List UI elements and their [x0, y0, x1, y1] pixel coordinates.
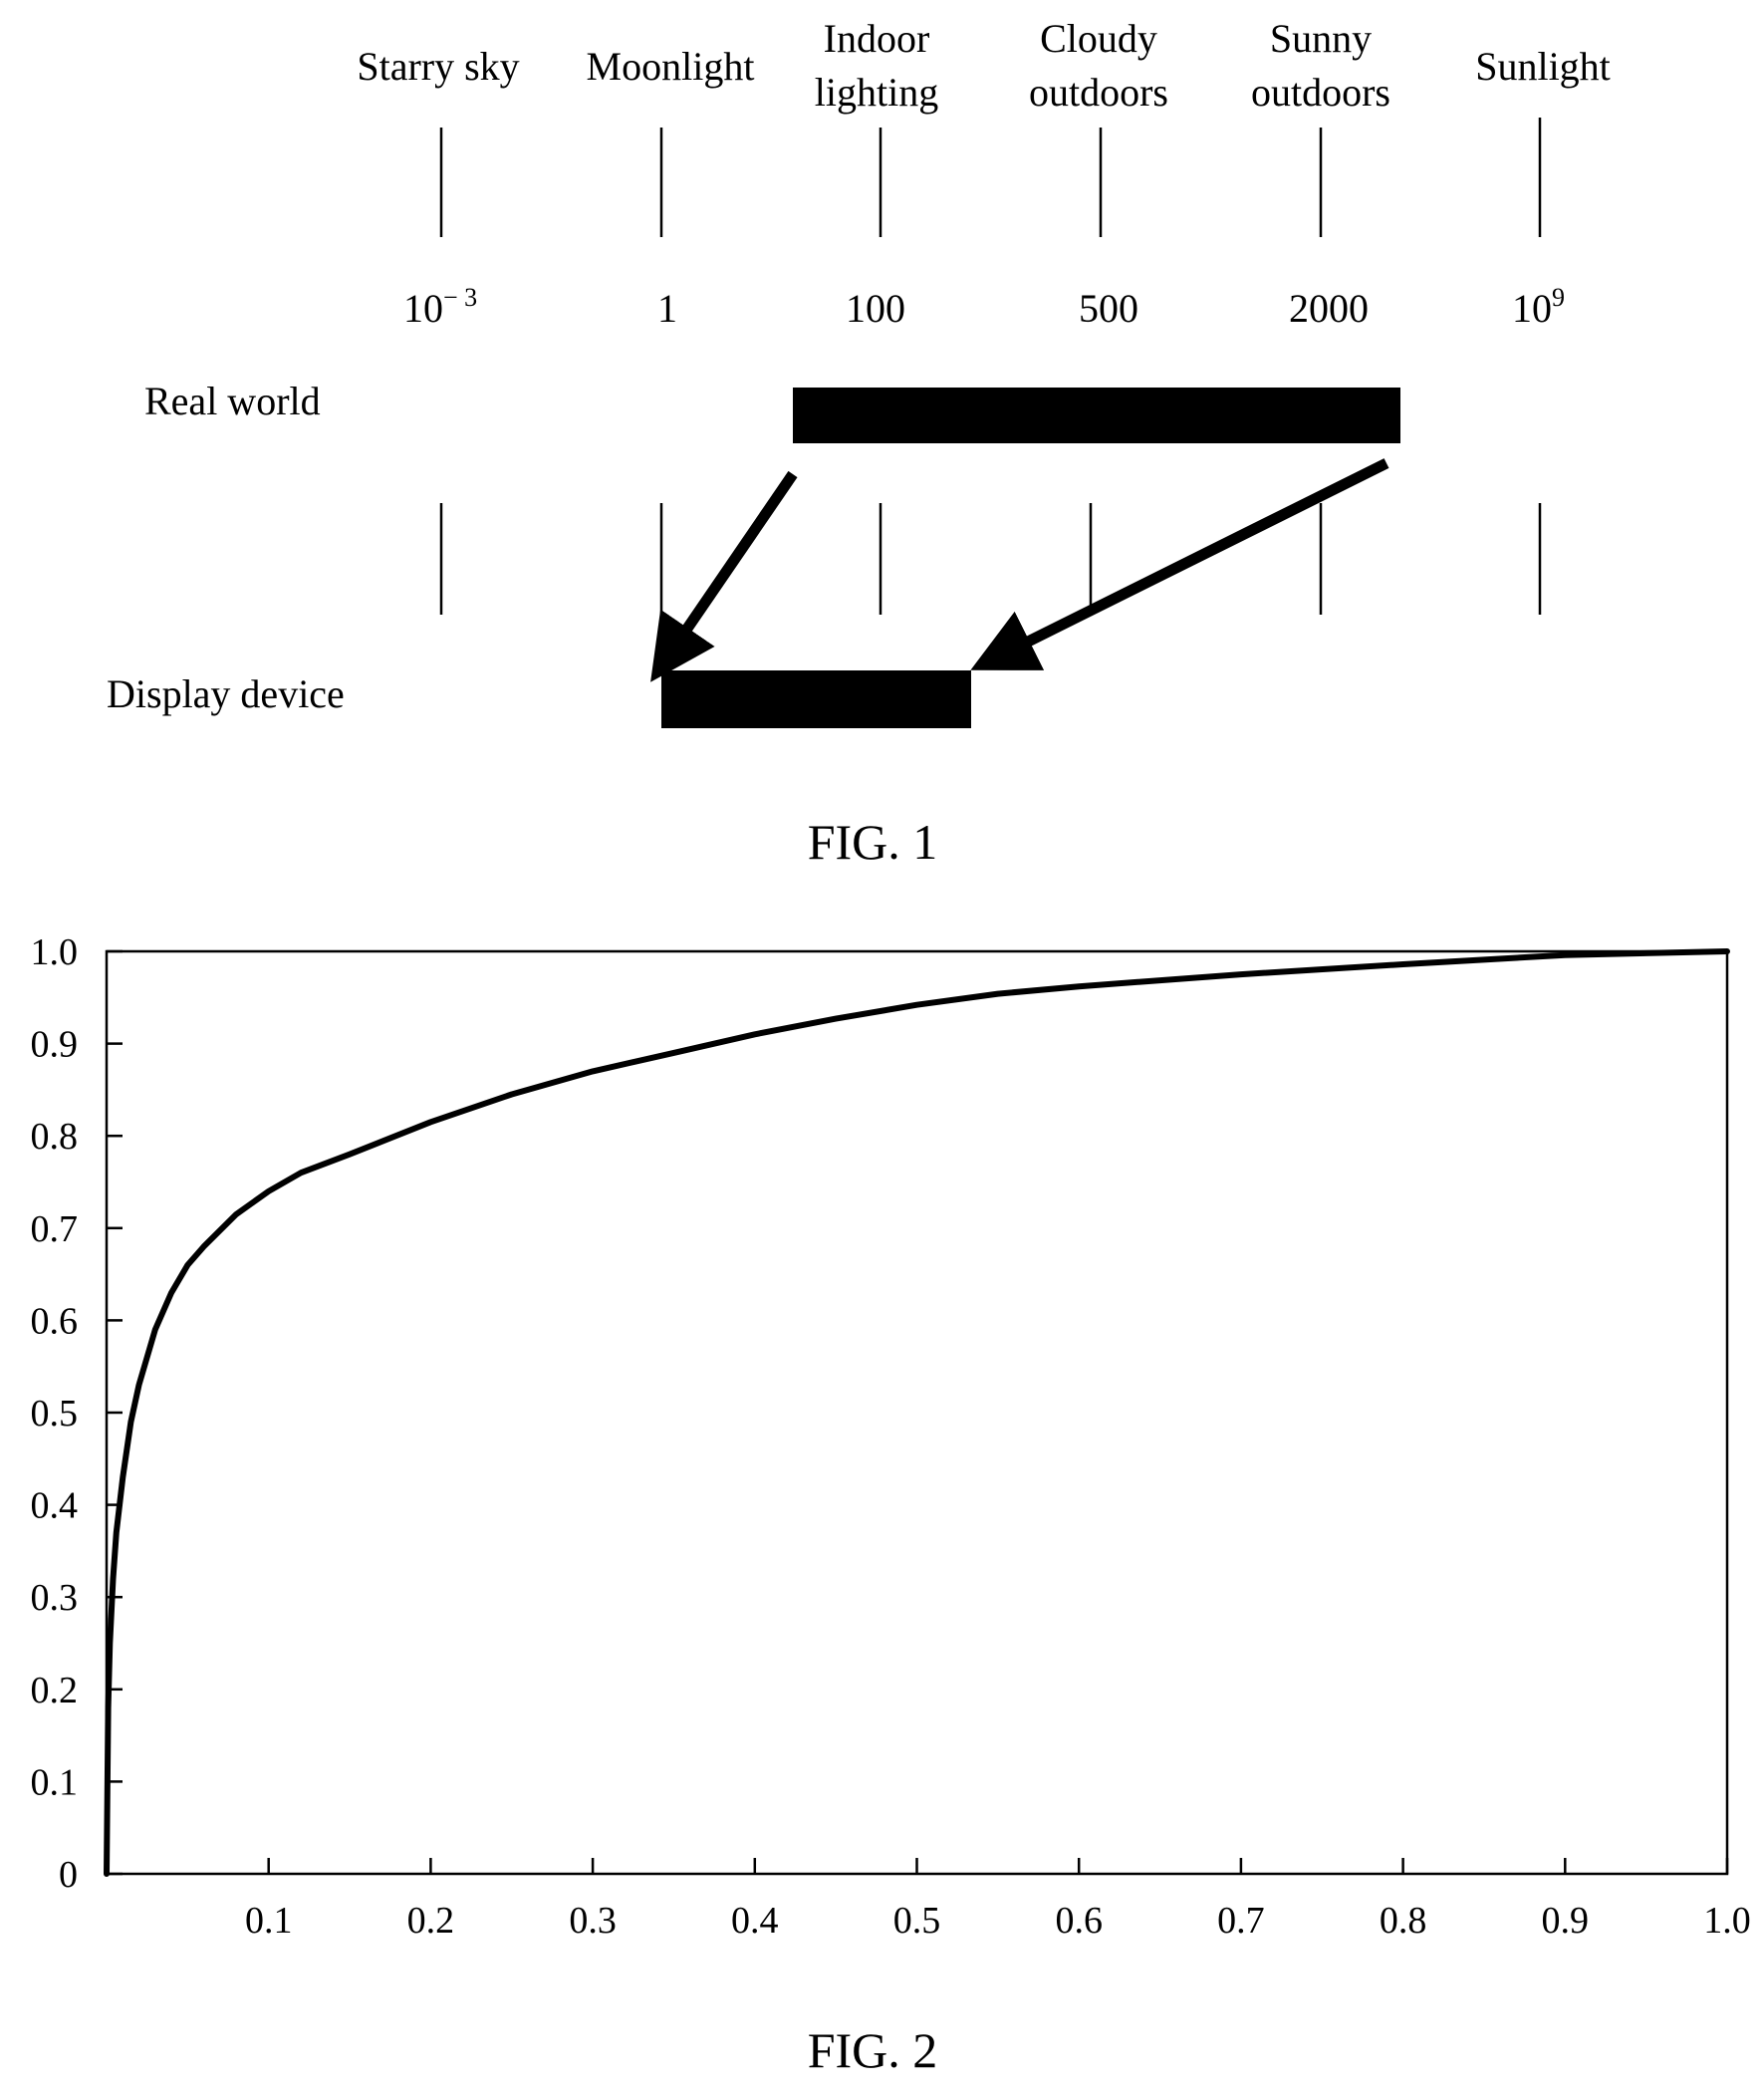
scene-label-sunny-outdoors-line2: outdoors [1251, 70, 1390, 115]
scene-label-cloudy-outdoors-line2: outdoors [1029, 70, 1168, 115]
scene-labels: Starry sky Moonlight Indoor lighting Clo… [357, 16, 1610, 115]
luminance-values: 10− 3 1 100 500 2000 109 [403, 283, 1565, 331]
scene-label-sunny-outdoors-line1: Sunny [1270, 16, 1372, 61]
mapping-arrow-right [970, 458, 1389, 670]
x-tick-label: 0.6 [1055, 1900, 1103, 1942]
y-tick-label: 1.0 [31, 931, 79, 973]
luminance-value: 109 [1512, 283, 1565, 331]
y-tick-label: 0.1 [31, 1761, 79, 1803]
plot-frame [105, 949, 1729, 1876]
luminance-value: 10− 3 [403, 283, 477, 331]
y-tick-label: 0.9 [31, 1024, 79, 1066]
luminance-value: 2000 [1289, 286, 1369, 331]
x-tick-label: 0.1 [245, 1900, 293, 1942]
display-device-label: Display device [107, 671, 345, 716]
real-world-range-bar [793, 388, 1400, 443]
luminance-value: 500 [1079, 286, 1138, 331]
x-tick-label: 0.9 [1542, 1900, 1590, 1942]
y-tick-label: 0.5 [31, 1393, 79, 1435]
figure-2-caption: FIG. 2 [808, 2022, 938, 2078]
scene-label-moonlight: Moonlight [587, 44, 755, 89]
scene-label-indoor-lighting-line1: Indoor [824, 16, 930, 61]
figure-2: 00.10.20.30.40.50.60.70.80.91.0 0.1 0.2 0.… [31, 931, 1751, 2078]
luminance-value: 100 [846, 286, 905, 331]
y-tick-label: 0.8 [31, 1116, 79, 1158]
x-tick-label: 0.5 [893, 1900, 941, 1942]
y-tick-label: 0.7 [31, 1208, 79, 1250]
y-tick-label: 0.6 [31, 1300, 79, 1342]
display-device-range-bar [661, 670, 971, 728]
scene-label-sunlight: Sunlight [1475, 44, 1611, 89]
tone-mapping-curve [104, 948, 1730, 1877]
x-tick-label: 0.3 [569, 1900, 617, 1942]
mapping-arrow-left [650, 470, 798, 682]
x-tick-label: 0.2 [407, 1900, 455, 1942]
luminance-value: 1 [657, 286, 677, 331]
y-tick-label: 0.4 [31, 1485, 79, 1527]
real-world-label: Real world [144, 379, 321, 423]
figure-1-caption: FIG. 1 [808, 814, 938, 870]
scene-label-cloudy-outdoors-line1: Cloudy [1040, 16, 1157, 61]
x-tick-label: 0.8 [1380, 1900, 1427, 1942]
y-tick-label: 0 [59, 1854, 78, 1896]
upper-scale-ticks [439, 118, 1542, 237]
scene-label-indoor-lighting-line2: lighting [815, 70, 938, 115]
x-axis: 0.1 0.2 0.3 0.4 0.5 0.6 0.7 0.8 0.9 1.0 [245, 1858, 1751, 1942]
scene-label-starry-sky: Starry sky [357, 44, 519, 89]
y-tick-label: 0.3 [31, 1577, 79, 1619]
y-tick-label: 0.2 [31, 1670, 79, 1711]
lower-scale-ticks [439, 503, 1542, 615]
figure-1: Starry sky Moonlight Indoor lighting Clo… [107, 16, 1611, 870]
x-tick-label: 0.7 [1217, 1900, 1265, 1942]
x-tick-label: 1.0 [1703, 1900, 1751, 1942]
x-tick-label: 0.4 [731, 1900, 779, 1942]
